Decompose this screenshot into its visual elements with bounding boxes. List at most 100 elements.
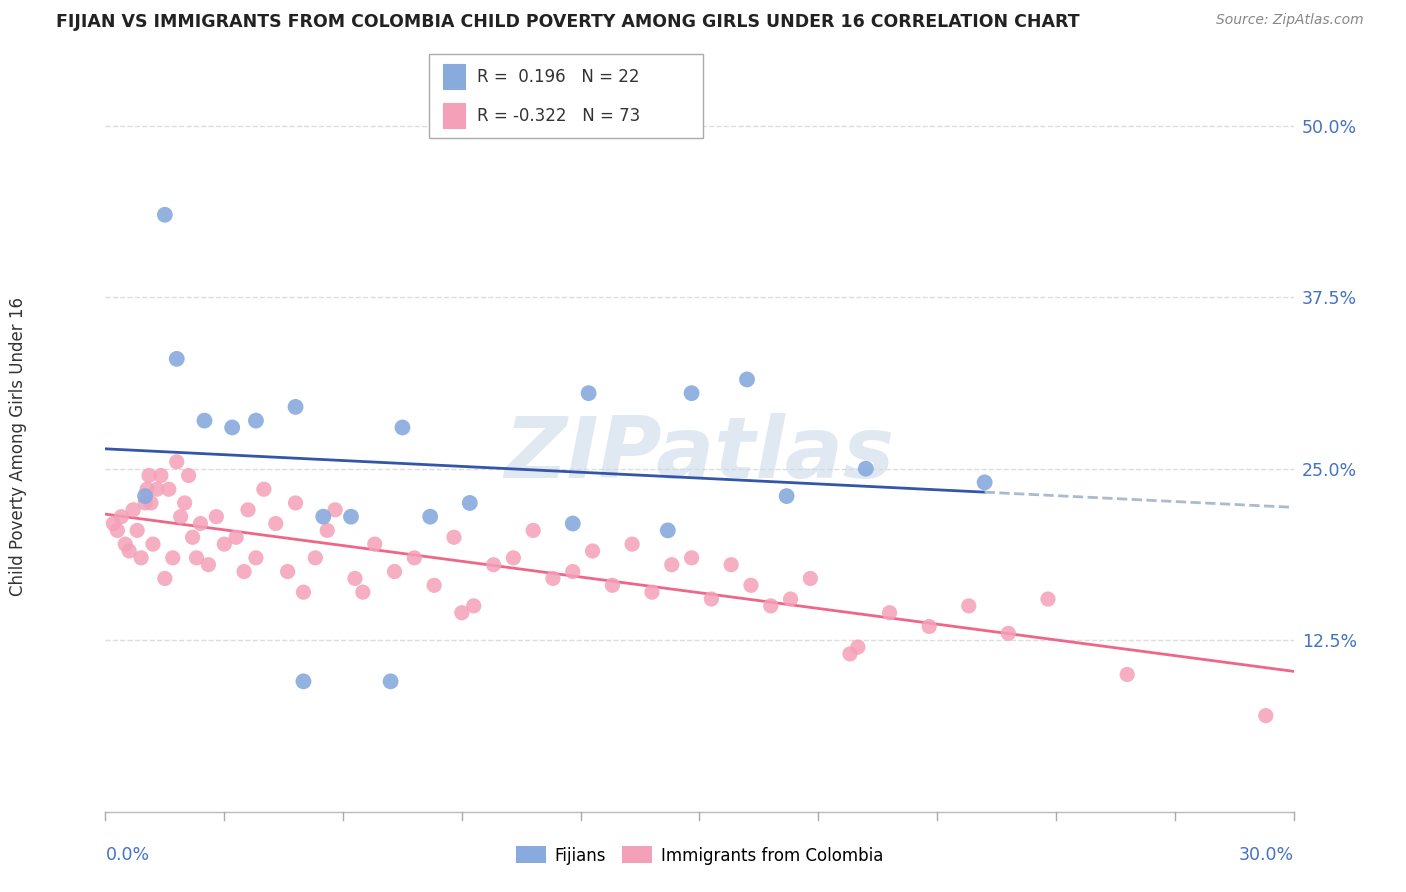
Point (139, 496, 162, 510)
Point (284, 400, 307, 414)
Point (177, 468, 200, 483)
Point (997, 626, 1019, 640)
Point (316, 524, 339, 538)
Text: 0.0%: 0.0% (105, 846, 149, 864)
Point (661, 558, 683, 572)
Text: Source: ZipAtlas.com: Source: ZipAtlas.com (1216, 13, 1364, 28)
Point (142, 537, 165, 551)
Point (581, 544, 603, 558)
Point (134, 489, 156, 503)
Point (153, 571, 176, 585)
Point (759, 599, 782, 613)
Text: R =  0.196   N = 22: R = 0.196 N = 22 (477, 69, 640, 87)
Point (110, 509, 132, 524)
Point (1254, 708, 1277, 723)
Point (105, 524, 128, 538)
Point (197, 558, 219, 572)
Point (149, 468, 172, 483)
Point (541, 571, 564, 585)
Point (136, 482, 159, 496)
Point (735, 372, 758, 386)
Text: Child Poverty Among Girls Under 16: Child Poverty Among Girls Under 16 (10, 296, 27, 596)
Point (839, 647, 862, 661)
Point (443, 530, 465, 544)
Point (236, 503, 259, 517)
Point (205, 509, 228, 524)
Point (380, 674, 402, 689)
Point (419, 509, 441, 524)
Point (522, 524, 544, 538)
Point (233, 565, 256, 579)
Point (264, 516, 287, 531)
Point (214, 537, 236, 551)
Point (720, 558, 742, 572)
Point (681, 550, 703, 565)
Point (245, 550, 267, 565)
Point (157, 482, 180, 496)
Point (602, 578, 624, 592)
Point (391, 420, 413, 434)
Point (127, 524, 149, 538)
Point (181, 530, 204, 544)
Point (162, 550, 184, 565)
Point (879, 606, 901, 620)
Point (138, 468, 160, 483)
Point (561, 565, 583, 579)
Point (561, 516, 583, 531)
Point (779, 592, 801, 607)
Point (129, 550, 152, 565)
Point (855, 461, 877, 475)
Text: R = -0.322   N = 73: R = -0.322 N = 73 (477, 107, 640, 125)
Point (221, 420, 243, 434)
Point (118, 544, 141, 558)
Point (458, 496, 481, 510)
Point (423, 578, 446, 592)
Point (323, 503, 346, 517)
Point (103, 516, 125, 531)
Point (190, 516, 212, 531)
Point (312, 509, 335, 524)
Point (245, 414, 267, 428)
Text: ZIPatlas: ZIPatlas (505, 413, 894, 497)
Point (799, 571, 821, 585)
Point (146, 482, 169, 496)
Point (404, 550, 426, 565)
Point (134, 496, 156, 510)
Point (122, 503, 145, 517)
Point (364, 537, 387, 551)
Legend: Fijians, Immigrants from Colombia: Fijians, Immigrants from Colombia (509, 839, 890, 871)
Point (153, 208, 176, 222)
Point (1116, 667, 1139, 681)
Point (973, 475, 995, 490)
Text: FIJIAN VS IMMIGRANTS FROM COLOMBIA CHILD POVERTY AMONG GIRLS UNDER 16 CORRELATIO: FIJIAN VS IMMIGRANTS FROM COLOMBIA CHILD… (56, 13, 1080, 31)
Point (1036, 592, 1059, 607)
Point (170, 509, 193, 524)
Point (384, 565, 406, 579)
Point (775, 489, 797, 503)
Point (957, 599, 980, 613)
Point (657, 524, 679, 538)
Point (193, 414, 215, 428)
Point (502, 550, 524, 565)
Point (292, 585, 315, 599)
Point (304, 550, 326, 565)
Point (173, 496, 195, 510)
Point (578, 386, 600, 401)
Text: 30.0%: 30.0% (1239, 846, 1294, 864)
Point (482, 558, 505, 572)
Point (352, 585, 374, 599)
Point (681, 386, 703, 401)
Point (463, 599, 485, 613)
Point (918, 619, 941, 633)
Point (450, 606, 472, 620)
Point (621, 537, 644, 551)
Point (641, 585, 664, 599)
Point (277, 565, 299, 579)
Point (253, 482, 276, 496)
Point (846, 640, 869, 654)
Point (186, 550, 208, 565)
Point (340, 509, 363, 524)
Point (114, 537, 136, 551)
Point (166, 455, 188, 469)
Point (166, 351, 188, 366)
